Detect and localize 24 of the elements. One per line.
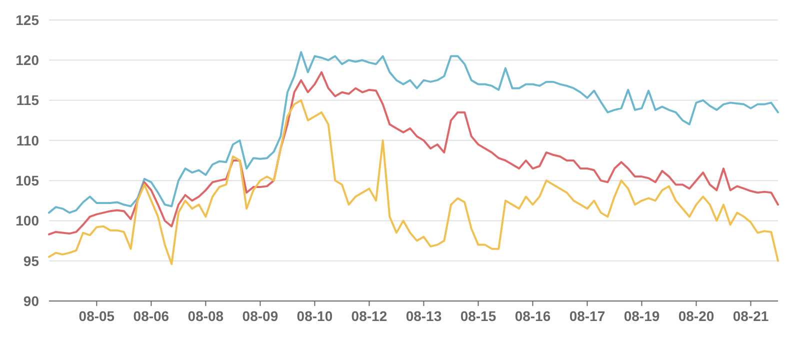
x-tick-label: 08-06 xyxy=(133,308,170,324)
x-tick-label: 08-16 xyxy=(514,308,551,324)
x-tick-label: 08-19 xyxy=(624,308,660,324)
y-tick-label: 115 xyxy=(16,92,40,108)
x-tick-label: 08-09 xyxy=(242,308,278,324)
x-tick-label: 08-10 xyxy=(296,308,333,324)
y-tick-label: 110 xyxy=(16,132,40,148)
x-tick-label: 08-08 xyxy=(188,308,224,324)
x-tick-label: 08-21 xyxy=(732,308,769,324)
y-tick-label: 120 xyxy=(16,52,40,68)
x-tick-label: 08-17 xyxy=(569,308,606,324)
x-tick-label: 08-20 xyxy=(678,308,714,324)
x-tick-label: 08-05 xyxy=(78,308,115,324)
line-series xyxy=(48,99,779,266)
y-tick-label: 100 xyxy=(16,212,40,229)
y-tick-label: 105 xyxy=(16,172,40,188)
y-tick-label: 90 xyxy=(23,292,40,309)
y-tick-label: 125 xyxy=(16,12,40,28)
x-tick-label: 08-12 xyxy=(351,308,388,324)
y-tick-label: 95 xyxy=(23,252,40,269)
x-tick-label: 08-15 xyxy=(460,308,496,324)
line-series xyxy=(48,51,779,214)
line-series xyxy=(48,71,779,236)
x-tick-label: 08-13 xyxy=(406,308,442,324)
